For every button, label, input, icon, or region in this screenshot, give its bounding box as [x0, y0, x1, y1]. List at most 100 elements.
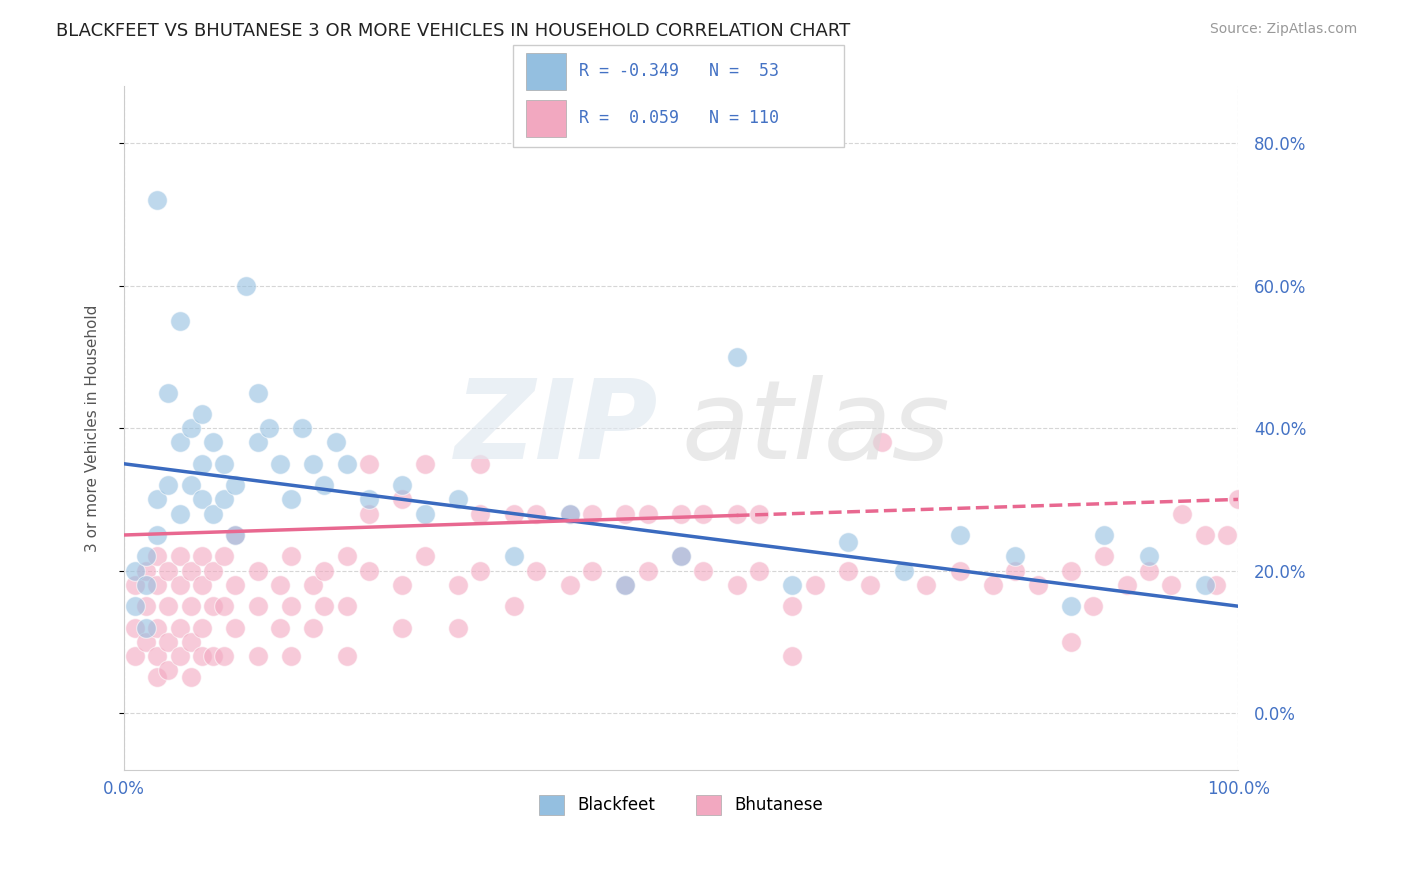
- Point: [202, 435, 225, 450]
- Point: [302, 578, 325, 592]
- Point: [314, 478, 336, 492]
- Point: [135, 635, 157, 649]
- Point: [146, 194, 169, 208]
- Point: [157, 478, 180, 492]
- Point: [837, 535, 859, 549]
- Point: [169, 648, 191, 663]
- Point: [269, 457, 291, 471]
- Point: [135, 599, 157, 614]
- Point: [157, 635, 180, 649]
- Point: [291, 421, 314, 435]
- Point: [1026, 578, 1049, 592]
- Point: [191, 578, 214, 592]
- Point: [782, 599, 804, 614]
- Point: [157, 385, 180, 400]
- Point: [1004, 549, 1026, 564]
- Point: [1160, 578, 1182, 592]
- Point: [803, 578, 825, 592]
- Point: [614, 578, 637, 592]
- Point: [669, 549, 692, 564]
- Point: [669, 549, 692, 564]
- Point: [1094, 528, 1116, 542]
- Point: [235, 278, 257, 293]
- Point: [169, 314, 191, 328]
- Legend: Blackfeet, Bhutanese: Blackfeet, Bhutanese: [530, 786, 832, 823]
- Point: [135, 578, 157, 592]
- Point: [637, 507, 659, 521]
- Point: [169, 507, 191, 521]
- Point: [314, 599, 336, 614]
- Point: [191, 492, 214, 507]
- Text: R =  0.059   N = 110: R = 0.059 N = 110: [579, 110, 779, 128]
- Point: [135, 621, 157, 635]
- Point: [246, 385, 269, 400]
- Point: [246, 599, 269, 614]
- Point: [169, 435, 191, 450]
- Point: [180, 421, 202, 435]
- Point: [669, 507, 692, 521]
- Point: [280, 492, 302, 507]
- Y-axis label: 3 or more Vehicles in Household: 3 or more Vehicles in Household: [86, 304, 100, 552]
- Point: [180, 670, 202, 684]
- Point: [202, 599, 225, 614]
- Point: [180, 599, 202, 614]
- Point: [447, 578, 470, 592]
- Point: [302, 621, 325, 635]
- Point: [280, 599, 302, 614]
- Point: [413, 549, 436, 564]
- Point: [748, 507, 770, 521]
- Point: [224, 578, 246, 592]
- Text: ZIP: ZIP: [456, 375, 659, 482]
- Point: [1115, 578, 1137, 592]
- Point: [212, 648, 235, 663]
- Point: [135, 564, 157, 578]
- FancyBboxPatch shape: [526, 100, 567, 137]
- Point: [470, 457, 492, 471]
- Point: [146, 528, 169, 542]
- Point: [336, 648, 359, 663]
- Point: [1194, 578, 1216, 592]
- Point: [949, 528, 972, 542]
- Point: [524, 507, 547, 521]
- Point: [1216, 528, 1239, 542]
- Point: [314, 564, 336, 578]
- Point: [357, 457, 380, 471]
- FancyBboxPatch shape: [526, 53, 567, 90]
- Point: [837, 564, 859, 578]
- Point: [269, 621, 291, 635]
- Point: [246, 435, 269, 450]
- Point: [135, 549, 157, 564]
- Point: [169, 578, 191, 592]
- Point: [246, 648, 269, 663]
- Point: [325, 435, 347, 450]
- Point: [124, 564, 146, 578]
- Point: [202, 564, 225, 578]
- Point: [224, 478, 246, 492]
- Point: [470, 564, 492, 578]
- Point: [357, 492, 380, 507]
- Point: [212, 599, 235, 614]
- FancyBboxPatch shape: [513, 45, 844, 147]
- Point: [224, 528, 246, 542]
- Point: [447, 492, 470, 507]
- Point: [169, 621, 191, 635]
- Point: [180, 564, 202, 578]
- Point: [725, 350, 748, 364]
- Point: [503, 507, 526, 521]
- Point: [413, 457, 436, 471]
- Point: [915, 578, 938, 592]
- Point: [180, 635, 202, 649]
- Text: Source: ZipAtlas.com: Source: ZipAtlas.com: [1209, 22, 1357, 37]
- Point: [191, 549, 214, 564]
- Point: [146, 549, 169, 564]
- Point: [782, 648, 804, 663]
- Point: [558, 578, 581, 592]
- Point: [1060, 564, 1083, 578]
- Point: [447, 621, 470, 635]
- Point: [692, 564, 714, 578]
- Point: [357, 507, 380, 521]
- Point: [692, 507, 714, 521]
- Point: [870, 435, 893, 450]
- Point: [581, 507, 603, 521]
- Point: [391, 478, 413, 492]
